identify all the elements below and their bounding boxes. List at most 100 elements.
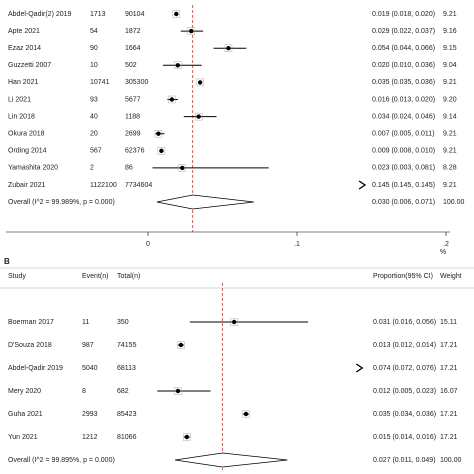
proportion-ci: 0.016 (0.013, 0.020) — [372, 96, 435, 103]
total: 62376 — [125, 148, 145, 155]
weight: 17.21 — [440, 365, 458, 372]
events: 40 — [90, 113, 98, 120]
events: 1212 — [82, 434, 98, 441]
point-estimate — [175, 388, 181, 394]
events: 54 — [90, 28, 98, 35]
point-estimate — [243, 411, 249, 417]
events: 20 — [90, 131, 98, 138]
weight: 9.04 — [443, 62, 457, 69]
point-estimate — [184, 434, 190, 440]
study-name: Yamashita 2020 — [8, 165, 58, 172]
study-name: Ording 2014 — [8, 148, 47, 155]
point-box — [194, 112, 203, 121]
weight: 9.21 — [443, 182, 457, 189]
total: 350 — [117, 319, 129, 326]
point-box — [168, 95, 176, 104]
proportion-ci: 0.029 (0.022, 0.037) — [372, 28, 435, 35]
study-name: Li 2021 — [8, 96, 31, 103]
column-header: Event(n) — [82, 273, 108, 280]
point-estimate — [169, 97, 175, 102]
proportion-ci: 0.145 (0.145, 0.145) — [372, 182, 435, 189]
point-estimate — [180, 165, 185, 171]
proportion-ci: 0.020 (0.010, 0.036) — [372, 62, 435, 69]
point-estimate — [174, 11, 179, 17]
column-header: Total(n) — [117, 273, 140, 280]
study-name: Ezaz 2014 — [8, 45, 41, 52]
total: 68113 — [117, 365, 136, 372]
events: 8 — [82, 388, 86, 395]
weight: 17.21 — [440, 411, 458, 418]
point-estimate — [226, 46, 231, 51]
proportion-ci: 0.015 (0.014, 0.016) — [373, 434, 436, 441]
column-header: Weight — [440, 273, 462, 280]
x-tick-label: 0 — [146, 241, 150, 248]
events: 93 — [90, 96, 98, 103]
total: 1664 — [125, 45, 141, 52]
proportion-ci: 0.054 (0.044, 0.066) — [372, 45, 435, 52]
total: 81066 — [117, 434, 137, 441]
events: 1713 — [90, 11, 106, 18]
point-box — [157, 147, 166, 155]
study-name: Guha 2021 — [8, 411, 43, 418]
study-name: Guzzetti 2007 — [8, 62, 51, 69]
proportion-ci: 0.074 (0.072, 0.076) — [373, 365, 436, 372]
weight: 9.15 — [443, 45, 457, 52]
total: 5677 — [125, 96, 141, 103]
study-name: Han 2021 — [8, 79, 38, 86]
total: 7734604 — [125, 182, 152, 189]
weight: 16.07 — [440, 388, 458, 395]
point-estimate — [156, 131, 161, 136]
events: 2993 — [82, 411, 98, 418]
point-box — [242, 410, 250, 418]
point-box — [187, 27, 195, 35]
point-box — [183, 433, 191, 441]
total: 1872 — [125, 28, 141, 35]
overall-weight: 100.00 — [440, 457, 462, 464]
events: 11 — [82, 319, 89, 326]
point-estimate — [178, 342, 184, 348]
weight: 8.28 — [443, 165, 457, 172]
proportion-ci: 0.035 (0.035, 0.036) — [372, 79, 435, 86]
total: 90104 — [125, 11, 145, 18]
point-estimate — [189, 28, 194, 34]
study-name: Apte 2021 — [8, 28, 40, 35]
weight: 9.21 — [443, 148, 457, 155]
column-header: Study — [8, 273, 26, 280]
proportion-ci: 0.013 (0.012, 0.014) — [373, 342, 436, 349]
events: 987 — [82, 342, 94, 349]
study-name: D'Souza 2018 — [8, 342, 52, 349]
weight: 17.21 — [440, 434, 458, 441]
events: 10741 — [90, 79, 110, 86]
point-estimate — [196, 114, 201, 119]
column-header: Proportion(95% CI) — [373, 273, 433, 280]
proportion-ci: 0.019 (0.018, 0.020) — [372, 11, 435, 18]
x-tick-label: .1 — [294, 241, 300, 248]
point-estimate — [197, 80, 203, 85]
study-name: Okura 2018 — [8, 131, 45, 138]
x-tick-label: .2 — [443, 241, 449, 248]
total: 682 — [117, 388, 129, 395]
proportion-ci: 0.009 (0.008, 0.010) — [372, 148, 435, 155]
events: 1122100 — [90, 182, 117, 189]
ci-arrow — [355, 363, 364, 373]
total: 305300 — [125, 79, 148, 86]
study-name: Zubair 2021 — [8, 182, 45, 189]
overall-diamond — [174, 452, 288, 468]
events: 5040 — [82, 365, 98, 372]
total: 502 — [125, 62, 137, 69]
weight: 9.21 — [443, 131, 457, 138]
study-name: Mery 2020 — [8, 388, 41, 395]
point-box — [196, 78, 204, 87]
panel-label: B — [4, 257, 10, 266]
study-name: Boerman 2017 — [8, 319, 54, 326]
weight: 15.11 — [440, 319, 457, 326]
point-box — [154, 129, 163, 138]
total: 1188 — [125, 113, 140, 120]
point-estimate — [175, 63, 180, 68]
point-box — [174, 387, 182, 395]
study-name: Abdel-Qadir(2) 2019 — [8, 11, 72, 18]
weight: 17.21 — [440, 342, 458, 349]
proportion-ci: 0.035 (0.034, 0.036) — [373, 411, 436, 418]
point-box — [174, 61, 182, 69]
study-name: Abdel-Qadir 2019 — [8, 365, 63, 372]
